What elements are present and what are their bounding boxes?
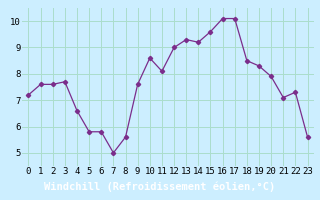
Text: Windchill (Refroidissement éolien,°C): Windchill (Refroidissement éolien,°C) — [44, 182, 276, 192]
